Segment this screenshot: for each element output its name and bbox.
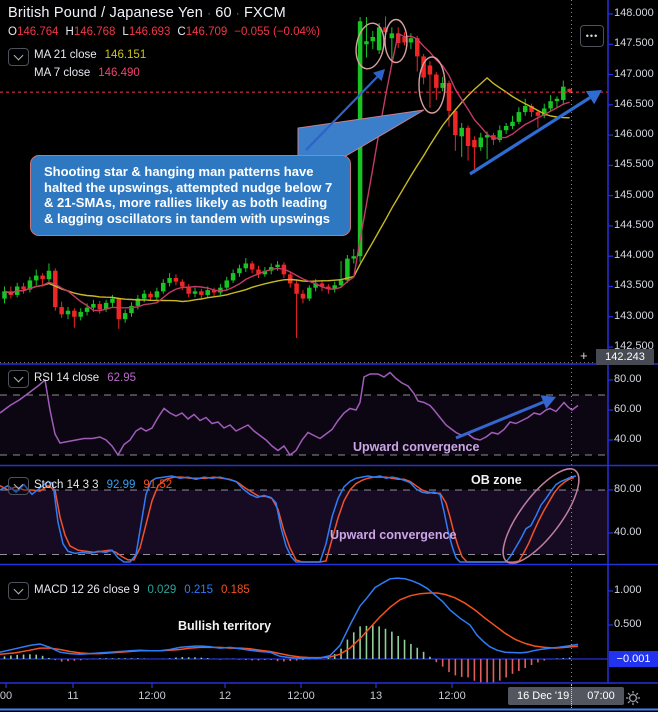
ma-lines — [4, 32, 570, 312]
low-value: 146.693 — [128, 26, 171, 38]
close-value: 146.709 — [185, 26, 228, 38]
macd-legend[interactable]: MACD 12 26 close 9 0.029 0.215 0.185 — [34, 584, 250, 596]
time-axis-label: 00 — [0, 690, 13, 702]
time-axis-badge: 16 Dec '19 07:00 — [508, 687, 624, 705]
time-axis-label: 12:00 — [438, 690, 466, 702]
price-axis-label: 144.000 — [614, 249, 654, 262]
time-axis-label: 12:00 — [287, 690, 315, 702]
price-axis-label: 148.000 — [614, 7, 654, 19]
open-value: 146.764 — [16, 26, 59, 38]
ma21-value: 146.151 — [104, 49, 147, 61]
time-settings-gear-icon[interactable] — [624, 689, 642, 712]
chevron-down-icon — [13, 584, 24, 595]
rsi-label: RSI 14 close — [34, 372, 100, 384]
macd-line-value: 0.215 — [184, 584, 214, 596]
stoch-plot — [0, 475, 577, 563]
title-separator: · — [235, 6, 240, 20]
price-axis-label: 147.000 — [614, 67, 654, 80]
macd-axis-label: 0.500 — [614, 618, 642, 630]
stoch-legend[interactable]: Stoch 14 3 3 92.99 91.52 — [34, 479, 172, 491]
time-axis-label: 13 — [369, 690, 383, 702]
ma21-legend[interactable]: MA 21 close 146.151 — [34, 49, 146, 61]
stoch-collapse-button[interactable] — [8, 477, 29, 495]
rsi-legend[interactable]: RSI 14 close 62.95 — [34, 372, 136, 384]
analysis-callout[interactable]: Shooting star & hanging man patterns hav… — [30, 155, 351, 237]
title-separator: · — [207, 6, 212, 20]
macd-axis-label: 1.000 — [614, 584, 642, 596]
macd-hist-value: 0.029 — [147, 584, 177, 596]
price-axis-label: 147.500 — [614, 37, 654, 50]
rsi-collapse-button[interactable] — [8, 370, 29, 388]
macd-plot — [0, 577, 608, 684]
crosshair — [0, 0, 596, 683]
time-axis-label: 12 — [218, 690, 232, 702]
crosshair-price-badge: 142.243 — [596, 349, 654, 365]
price-axis-label: 143.500 — [614, 279, 654, 292]
price-axis-label: 144.500 — [614, 218, 654, 231]
chevron-down-icon — [13, 479, 24, 490]
change-value: −0.055 (−0.04%) — [234, 26, 320, 38]
ma7-legend[interactable]: MA 7 close 146.490 — [34, 67, 140, 79]
price-axis-label: 143.000 — [614, 309, 654, 322]
macd-axis-badge: −0.001 — [609, 651, 658, 667]
ma-collapse-button[interactable] — [8, 48, 29, 66]
crosshair-plus-icon: + — [580, 348, 588, 363]
price-axis-label: 145.500 — [614, 158, 654, 171]
ohlc-row: O146.764 H146.768 L146.693 C146.709 −0.055 (… — [8, 26, 327, 38]
stoch-d-value: 91.52 — [143, 479, 173, 491]
more-options-button[interactable]: ••• — [580, 25, 604, 47]
ma7-value: 146.490 — [98, 67, 140, 79]
time-axis-label: 12:00 — [138, 690, 166, 702]
rsi-axis-label: 40.00 — [614, 433, 642, 445]
badge-date: 16 Dec '19 — [517, 690, 570, 702]
stoch-axis-label: 80.00 — [614, 483, 642, 495]
rsi-axis-label: 80.00 — [614, 373, 642, 385]
high-label: H — [65, 26, 74, 38]
badge-time: 07:00 — [587, 690, 615, 702]
symbol-name: British Pound / Japanese Yen — [8, 5, 204, 21]
interval-label: 60 — [215, 5, 232, 21]
ob-zone-annotation: OB zone — [471, 473, 522, 487]
rsi-value: 62.95 — [107, 372, 136, 384]
macd-signal-value: 0.185 — [221, 584, 250, 596]
rsi-annotation: Upward convergence — [353, 440, 480, 454]
pattern-ellipse — [355, 22, 385, 70]
symbol-title[interactable]: British Pound / Japanese Yen · 60 · FXCM — [8, 5, 286, 21]
chevron-down-icon — [13, 50, 24, 61]
rsi-axis-label: 60.00 — [614, 403, 642, 415]
chevron-down-icon — [13, 372, 24, 383]
rsi-plot — [0, 371, 579, 457]
exchange-label: FXCM — [244, 5, 286, 21]
low-label: L — [122, 26, 129, 38]
price-axis-label: 146.000 — [614, 128, 654, 141]
pattern-ellipse — [384, 18, 408, 64]
ma21-label: MA 21 close — [34, 49, 97, 61]
macd-label: MACD 12 26 close 9 — [34, 584, 140, 596]
macd-annotation: Bullish territory — [178, 619, 272, 633]
time-axis-label: 11 — [67, 690, 79, 702]
price-axis-label: 146.500 — [614, 97, 654, 110]
close-label: C — [177, 26, 186, 38]
stoch-axis-label: 40.00 — [614, 526, 642, 538]
stoch-annotation: Upward convergence — [330, 528, 457, 542]
ma7-label: MA 7 close — [34, 67, 91, 79]
high-value: 146.768 — [73, 26, 116, 38]
crosshair-vline-extension — [571, 684, 572, 708]
price-axis-label: 145.000 — [614, 188, 654, 201]
open-label: O — [8, 26, 17, 38]
macd-collapse-button[interactable] — [8, 582, 29, 600]
pattern-ellipse — [418, 56, 446, 114]
stoch-ellipse — [502, 468, 580, 564]
stoch-label: Stoch 14 3 3 — [34, 479, 99, 491]
stoch-k-value: 92.99 — [106, 479, 136, 491]
